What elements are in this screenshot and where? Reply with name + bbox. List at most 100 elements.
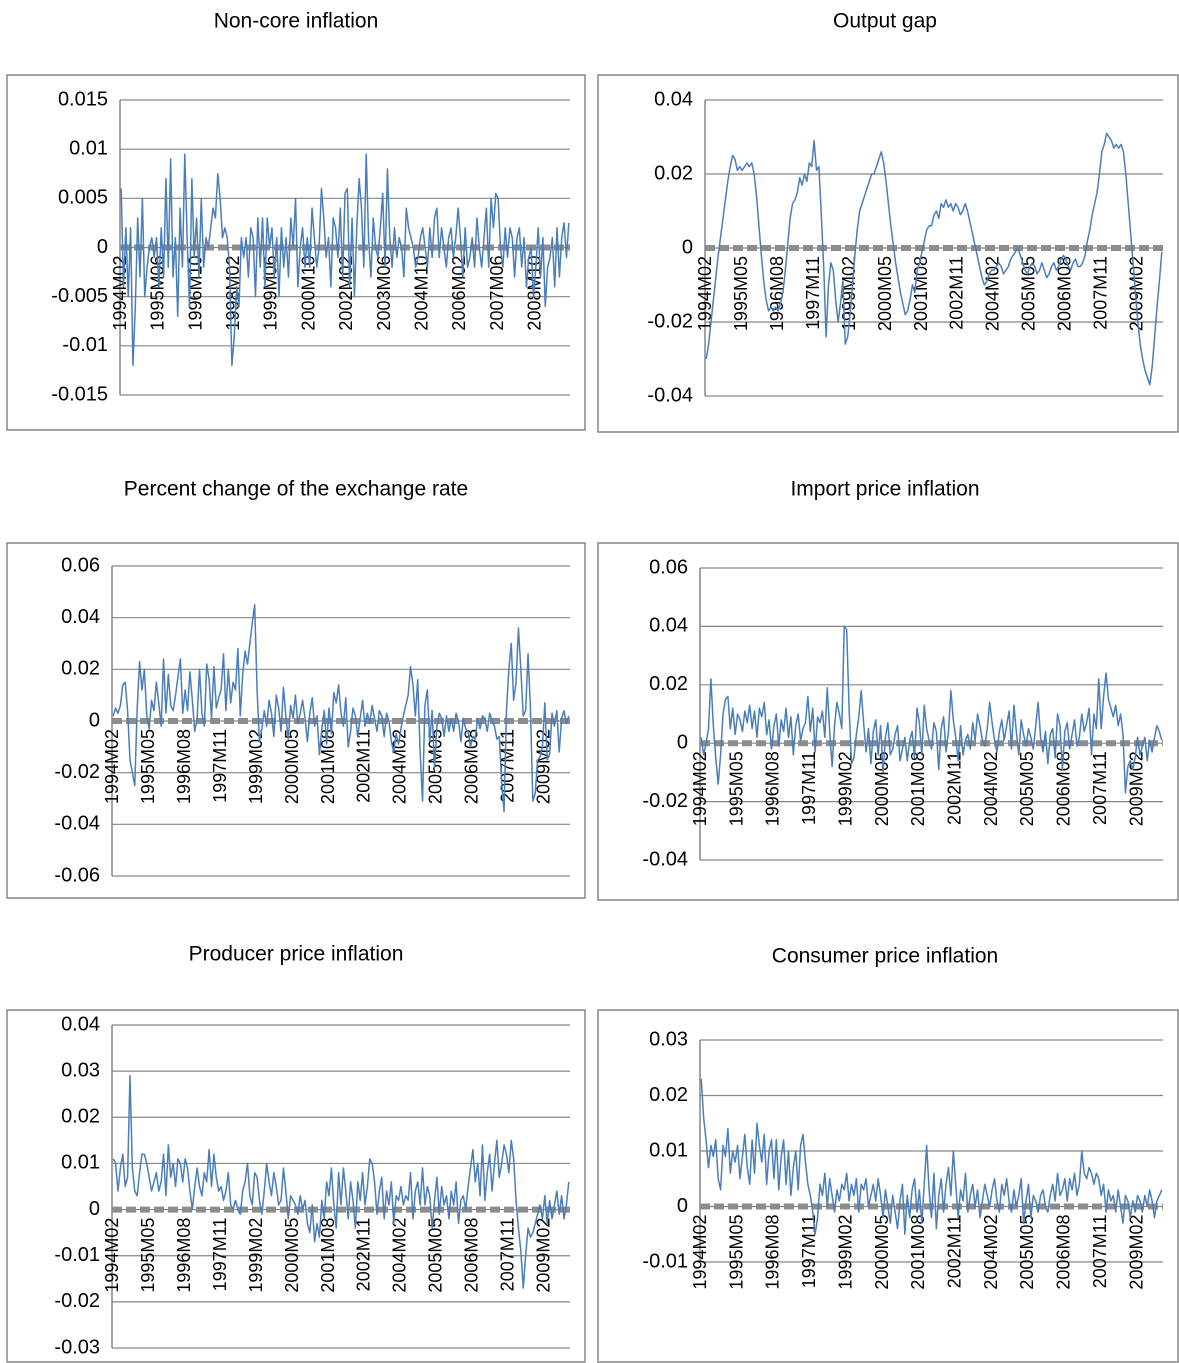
x-tick-label: 2000M10	[298, 256, 318, 331]
x-tick-label: 1997M11	[799, 751, 819, 825]
x-tick-label: 1995M05	[726, 1215, 746, 1290]
y-tick-label: 0	[97, 236, 108, 258]
y-tick-label: -0.02	[642, 790, 688, 812]
x-tick-label: 1994M02	[695, 256, 715, 331]
y-tick-label: 0.04	[61, 1013, 100, 1035]
x-tick-label: 2007M11	[1090, 751, 1110, 825]
y-tick-label: 0.005	[58, 187, 108, 209]
x-tick-label: 1996M08	[767, 256, 787, 331]
x-tick-label: 2004M02	[983, 256, 1003, 331]
x-tick-label: 1997M11	[210, 1218, 230, 1292]
data-line	[700, 1078, 1163, 1235]
y-tick-label: -0.02	[647, 310, 693, 332]
x-tick-label: 2000M05	[872, 751, 892, 826]
y-tick-label: 0.015	[58, 88, 108, 110]
x-tick-label: 2005M05	[1019, 256, 1039, 331]
y-tick-label: -0.02	[54, 1290, 100, 1312]
data-line	[700, 625, 1163, 794]
y-tick-label: 0.06	[61, 554, 100, 576]
x-tick-label: 2009M02	[1127, 256, 1147, 331]
chart-title: Import price inflation	[790, 478, 979, 501]
chart-panel: Import price inflation -0.04 -0.02 0 0.02 0.0…	[597, 478, 1179, 901]
x-tick-label: 2001M08	[318, 729, 338, 804]
y-tick-label: 0.02	[654, 162, 693, 184]
x-tick-label: 2001M08	[908, 751, 928, 826]
chart-title: Output gap	[833, 10, 937, 33]
chart-frame	[6, 74, 586, 431]
y-tick-label: 0.01	[69, 137, 108, 159]
y-tick-label: 0	[89, 709, 100, 731]
x-tick-label: 1995M06	[148, 256, 168, 331]
x-tick-label: 2001M08	[908, 1215, 928, 1290]
chart-panel: Output gap -0.04 -0.02 0 0.02 0.04 1994M02 1995…	[597, 10, 1179, 433]
y-tick-label: 0.01	[61, 1152, 100, 1174]
chart-panel: Non-core inflation -0.015 -0.01 -0.005 0 0.00…	[6, 10, 586, 431]
x-tick-label: 1994M02	[102, 729, 122, 804]
x-tick-label: 2002M11	[944, 1215, 964, 1289]
x-tick-label: 1997M11	[799, 1215, 819, 1289]
x-tick-label: 2007M11	[498, 729, 518, 803]
x-tick-label: 2003M06	[374, 256, 394, 331]
x-tick-label: 1994M02	[690, 1215, 710, 1290]
x-tick-label: 2002M11	[354, 729, 374, 803]
y-tick-label: 0	[682, 236, 693, 258]
x-tick-label: 2005M05	[1017, 751, 1037, 826]
y-tick-label: 0.01	[649, 1139, 688, 1161]
data-line	[112, 604, 570, 813]
x-tick-label: 2007M11	[1090, 1215, 1110, 1289]
y-tick-label: 0.02	[649, 673, 688, 695]
y-tick-label: -0.06	[54, 864, 100, 886]
x-tick-label: 1994M02	[110, 256, 130, 331]
x-tick-label: 2007M11	[498, 1218, 518, 1292]
x-tick-label: 1999M02	[835, 751, 855, 826]
y-tick-label: -0.04	[642, 848, 688, 870]
x-tick-label: 1996M08	[174, 729, 194, 804]
x-tick-label: 2001M08	[318, 1218, 338, 1293]
x-tick-label: 1995M05	[726, 751, 746, 826]
x-tick-label: 1996M08	[763, 1215, 783, 1290]
y-tick-label: -0.01	[54, 1244, 100, 1266]
x-tick-label: 2009M02	[1126, 751, 1146, 826]
chart-frame	[6, 1009, 586, 1363]
chart-panel: Producer price inflation -0.03 -0.02 -0.01 0…	[6, 943, 586, 1363]
y-tick-label: 0.04	[61, 606, 100, 628]
x-tick-label: 2001M08	[911, 256, 931, 331]
data-line	[705, 132, 1163, 386]
x-tick-label: 2007M06	[487, 256, 507, 331]
chart-frame	[597, 542, 1179, 901]
chart-frame	[597, 1009, 1179, 1363]
chart-title: Producer price inflation	[189, 943, 404, 966]
y-tick-label: 0	[677, 731, 688, 753]
chart-title: Consumer price inflation	[772, 945, 998, 968]
x-tick-label: 2009M02	[1126, 1215, 1146, 1290]
y-tick-label: 0.04	[654, 88, 693, 110]
x-tick-label: 1999M02	[246, 729, 266, 804]
chart-title: Non-core inflation	[214, 10, 379, 33]
x-tick-label: 2006M08	[462, 1218, 482, 1293]
x-tick-label: 1996M08	[174, 1218, 194, 1293]
x-tick-label: 1996M08	[763, 751, 783, 826]
x-tick-label: 2007M11	[1091, 256, 1111, 330]
x-tick-label: 2000M05	[282, 729, 302, 804]
y-tick-label: 0.02	[649, 1084, 688, 1106]
x-tick-label: 2006M08	[1054, 751, 1074, 826]
x-tick-label: 1998M02	[223, 256, 243, 331]
x-tick-label: 2006M08	[1055, 256, 1075, 331]
x-tick-label: 1995M05	[731, 256, 751, 331]
x-tick-label: 2000M05	[282, 1218, 302, 1293]
x-tick-label: 2002M11	[947, 256, 967, 330]
x-tick-label: 1995M05	[138, 729, 158, 804]
x-tick-label: 1995M05	[138, 1218, 158, 1293]
x-tick-label: 2008M10	[525, 256, 545, 331]
x-tick-label: 2005M05	[426, 1218, 446, 1293]
x-tick-label: 2004M10	[411, 256, 431, 331]
y-tick-label: -0.03	[54, 1336, 100, 1358]
x-tick-label: 2000M05	[872, 1215, 892, 1290]
y-tick-label: 0.06	[649, 556, 688, 578]
data-line	[120, 153, 570, 367]
y-tick-label: 0.03	[61, 1059, 100, 1081]
x-tick-label: 1994M02	[102, 1218, 122, 1293]
x-tick-label: 2004M02	[981, 751, 1001, 826]
x-tick-label: 1997M11	[803, 256, 823, 330]
